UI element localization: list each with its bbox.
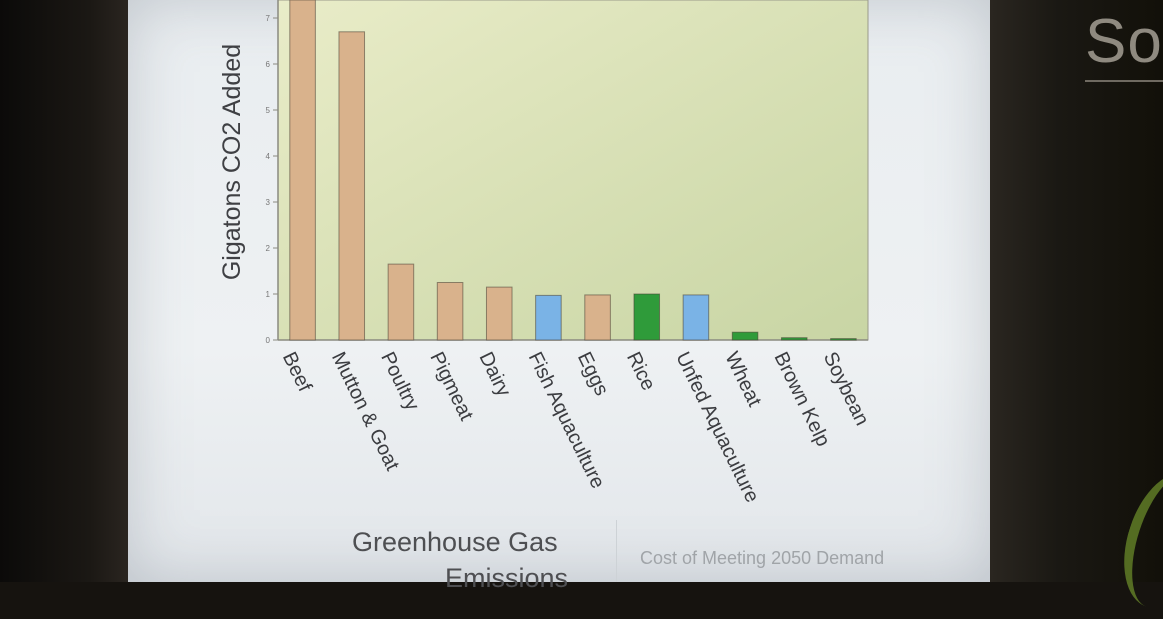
side-slide-rule (1085, 80, 1163, 82)
panel-divider (616, 520, 617, 582)
bar-rice (633, 293, 661, 341)
x-tick-label: Dairy (475, 349, 515, 401)
y-tick-label: 1 (266, 290, 271, 299)
bar-dairy (485, 286, 513, 341)
bar-unfed-aquaculture (682, 294, 710, 341)
x-tick-label: Eggs (573, 349, 613, 400)
room-background-right (990, 0, 1163, 582)
y-tick-label: 3 (266, 198, 271, 207)
bar-pigmeat (436, 282, 464, 341)
y-axis-label: Gigatons CO2 Added (218, 44, 246, 280)
x-tick-label: Wheat (720, 349, 765, 411)
room-background-left (0, 0, 128, 582)
bar-beef (289, 0, 316, 341)
x-tick-label: Beef (278, 349, 316, 396)
bar-eggs (584, 294, 611, 341)
x-tick-label: Rice (622, 349, 659, 395)
x-tick-label: Soybean (819, 349, 873, 430)
slide-title: Greenhouse Gas (352, 527, 558, 557)
bar-mutton-goat (338, 31, 366, 341)
y-tick-label: 6 (266, 60, 271, 69)
bar-soybean (830, 338, 857, 341)
y-tick-label: 7 (266, 14, 271, 23)
y-tick-label: 5 (266, 106, 271, 115)
x-tick-label: Pigmeat (425, 349, 477, 425)
bar-brown-kelp (780, 337, 808, 341)
secondary-panel-caption: Cost of Meeting 2050 Demand (640, 548, 885, 568)
x-tick-label: Poultry (376, 349, 423, 415)
slide-title-line-2: Emissions (445, 563, 569, 593)
side-slide-text: So (1085, 7, 1163, 76)
plot-area (277, 0, 869, 341)
bar-poultry (387, 263, 415, 341)
y-tick-label: 4 (266, 152, 271, 161)
y-tick-label: 2 (266, 244, 271, 253)
bar-fish-aquaculture (535, 294, 562, 341)
y-tick-label: 0 (266, 336, 271, 345)
bar-wheat (731, 331, 759, 341)
